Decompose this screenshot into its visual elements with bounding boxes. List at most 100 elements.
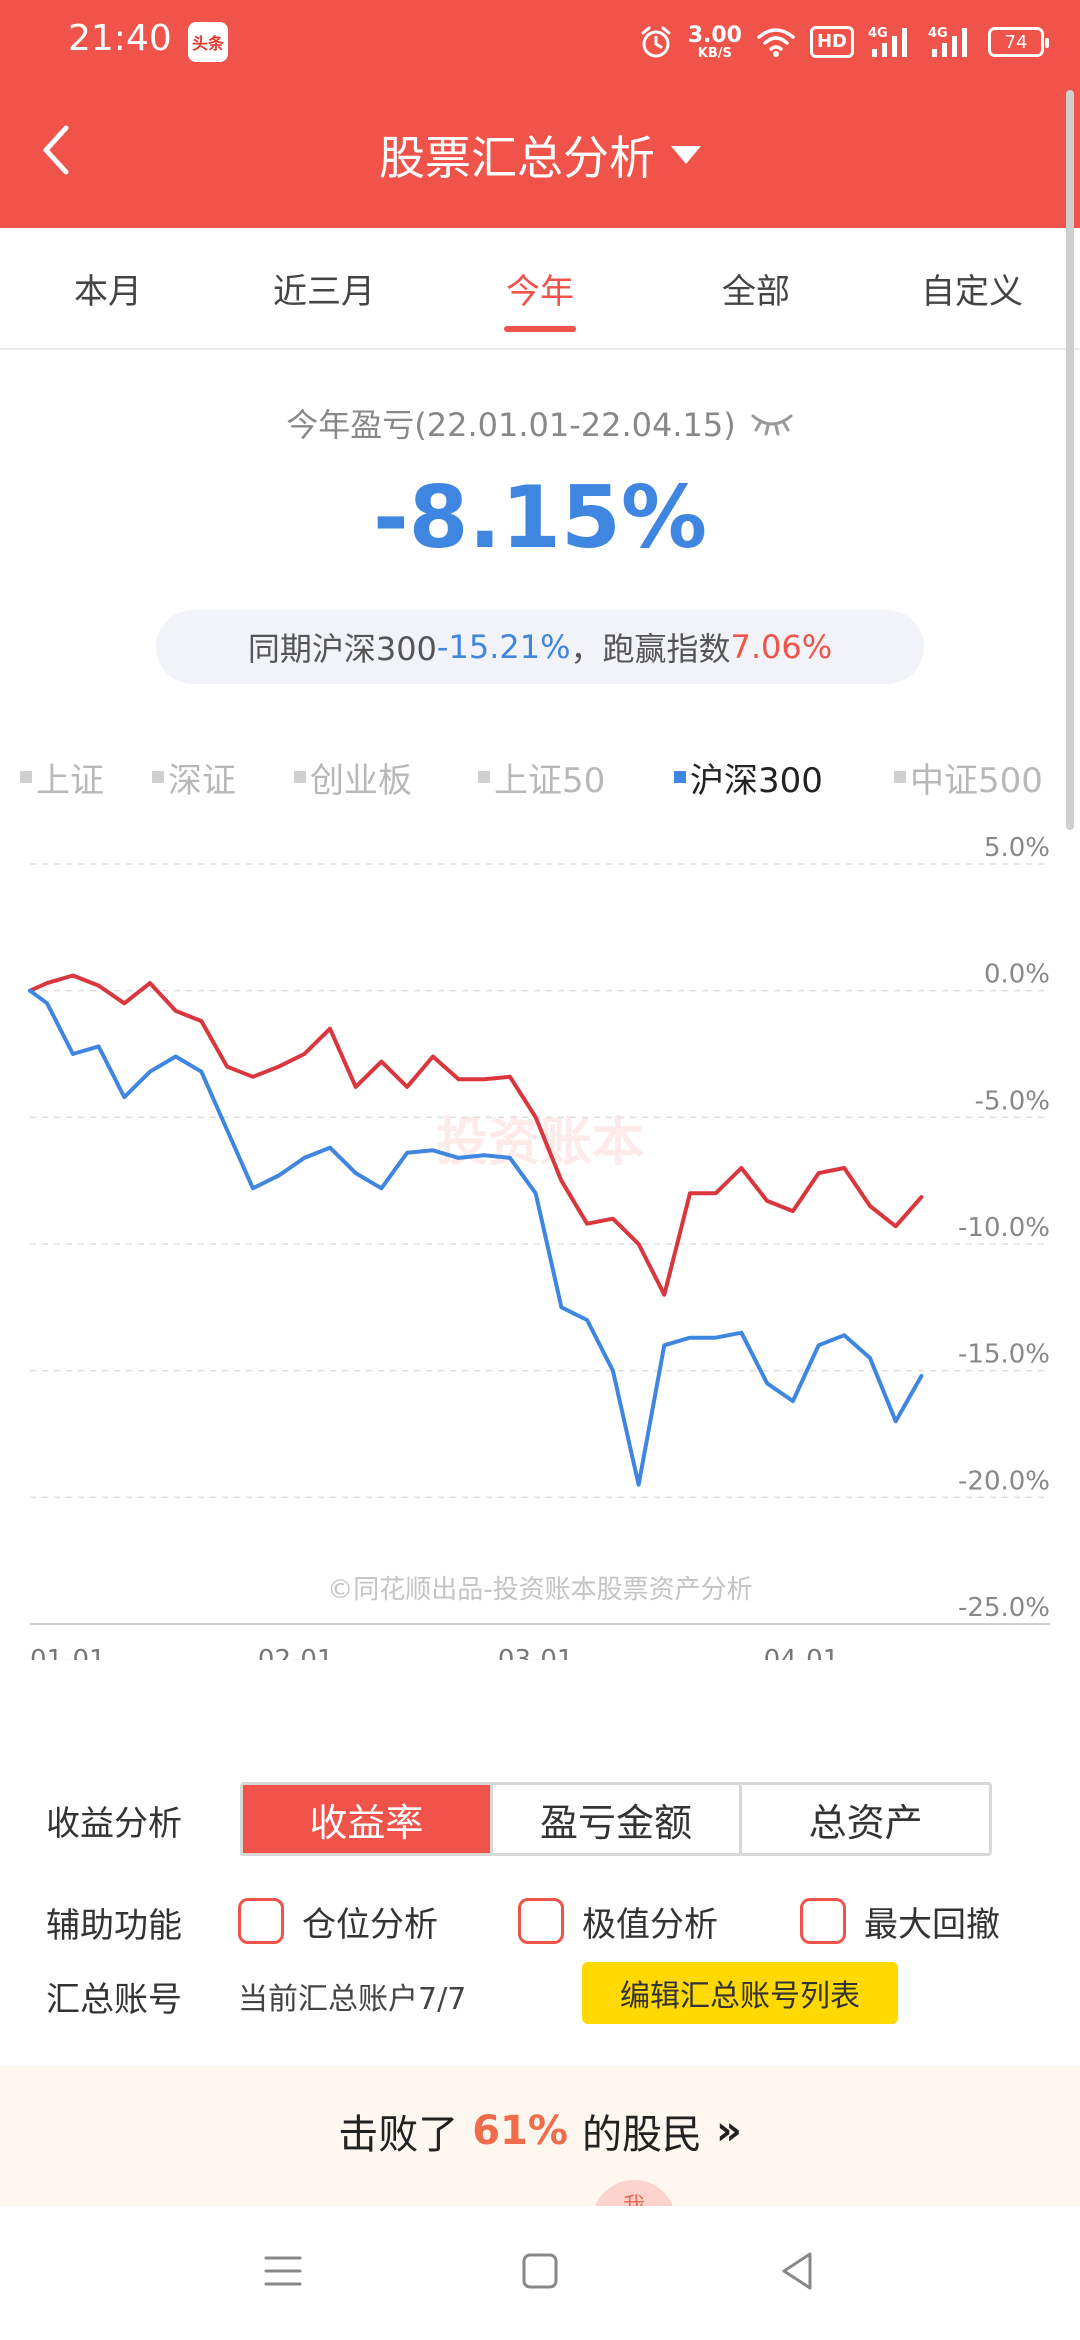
checkbox-label: 极值分析 xyxy=(582,1904,718,1945)
status-time: 21:40 xyxy=(68,18,172,59)
legend-square xyxy=(674,771,686,783)
index-csi500[interactable]: 中证500 xyxy=(894,752,1043,802)
index-label: 上证 xyxy=(36,760,104,801)
tab-this-month[interactable]: 本月 xyxy=(74,271,142,312)
eye-closed-icon[interactable] xyxy=(750,410,794,436)
tab-this-year[interactable]: 今年 xyxy=(432,228,648,348)
net-speed-value: 3.00 xyxy=(687,22,742,48)
back-icon[interactable] xyxy=(772,2246,822,2296)
checkbox-box xyxy=(800,1898,846,1944)
tab-all[interactable]: 全部 xyxy=(722,271,790,312)
index-label: 中证500 xyxy=(910,760,1043,801)
legend-square xyxy=(152,771,164,783)
legend-square xyxy=(478,771,490,783)
ytd-profit-label-row: 今年盈亏(22.01.01-22.04.15) xyxy=(0,400,1080,446)
beat-text: 击败了 61% 的股民 » xyxy=(0,2102,1080,2160)
svg-text:4G: 4G xyxy=(868,26,888,41)
return-chart-svg: 投资账本 5.0% 0.0% -5.0% -10.0% -15.0% -20.0% -25.0… xyxy=(28,833,1050,1660)
y-tick-label: 0.0% xyxy=(984,960,1050,990)
return-analysis-label: 收益分析 xyxy=(46,1804,182,1844)
index-shenzhen[interactable]: 深证 xyxy=(152,752,236,802)
index-sse50[interactable]: 上证50 xyxy=(478,752,605,802)
metric-profit-amount-button[interactable]: 盈亏金额 xyxy=(493,1785,743,1853)
return-chart: 投资账本 5.0% 0.0% -5.0% -10.0% -15.0% -20.0% -25.0… xyxy=(0,830,1080,1660)
net-speed: 3.00 KB/S xyxy=(687,22,742,61)
menu-icon[interactable] xyxy=(258,2246,308,2296)
y-tick-label: -10.0% xyxy=(958,1213,1050,1243)
y-tick-label: -5.0% xyxy=(975,1086,1050,1116)
outperform-value: 7.06% xyxy=(730,628,833,666)
edit-account-list-button[interactable]: 编辑汇总账号列表 xyxy=(582,1962,898,2024)
toutiao-app-icon: 头条 xyxy=(188,22,228,62)
x-tick-label: 03-01 xyxy=(498,1645,574,1660)
beat-percentage: 61% xyxy=(472,2108,568,2154)
benchmark-compare: 同期沪深300 -15.21% ，跑赢指数 7.06% xyxy=(156,610,924,684)
alarm-icon xyxy=(641,26,671,58)
index-label: 上证50 xyxy=(494,760,606,801)
chart-footnote: ©同花顺出品-投资账本股票资产分析 xyxy=(327,1575,752,1605)
y-tick-label: -15.0% xyxy=(958,1340,1050,1370)
index-label: 创业板 xyxy=(310,760,412,801)
back-arrow-icon[interactable] xyxy=(34,120,78,180)
compare-prefix: 同期沪深300 xyxy=(247,630,437,668)
index-selector: 上证 深证 创业板 上证50 沪深300 中证500 xyxy=(20,752,1060,802)
beat-suffix: 的股民 xyxy=(581,2112,702,2158)
double-chevron-right-icon: » xyxy=(715,2108,742,2154)
metric-segmented-control: 收益率 盈亏金额 总资产 xyxy=(240,1782,992,1856)
legend-square xyxy=(894,771,906,783)
compare-mid: ，跑赢指数 xyxy=(570,630,731,668)
hd-badge: HD xyxy=(809,26,854,58)
summary-account-label: 汇总账号 xyxy=(46,1980,182,2020)
battery-icon: 74 xyxy=(988,27,1049,57)
index-csi300[interactable]: 沪深300 xyxy=(674,752,823,802)
current-account-count: 当前汇总账户7/7 xyxy=(238,1982,467,2017)
wifi-icon xyxy=(757,28,795,57)
chevron-down-icon xyxy=(671,146,701,164)
x-tick-label: 01-01 xyxy=(30,1645,106,1660)
net-speed-unit: KB/S xyxy=(697,45,732,61)
metric-total-assets-button[interactable]: 总资产 xyxy=(808,1800,923,1845)
index-shanghai[interactable]: 上证 xyxy=(20,752,104,802)
tab-last-three-months[interactable]: 近三月 xyxy=(273,271,375,312)
signal-icon: 4G xyxy=(868,26,907,57)
legend-square xyxy=(294,771,306,783)
index-chinext[interactable]: 创业板 xyxy=(294,752,412,802)
y-tick-label: -20.0% xyxy=(958,1466,1050,1496)
beat-prefix: 击败了 xyxy=(338,2112,459,2158)
beat-investors-banner[interactable]: 击败了 61% 的股民 » xyxy=(0,2066,1080,2206)
legend-square xyxy=(20,771,32,783)
checkbox-label: 仓位分析 xyxy=(302,1904,438,1945)
checkbox-box xyxy=(238,1898,284,1944)
checkbox-label: 最大回撤 xyxy=(864,1904,1000,1945)
index-label: 深证 xyxy=(168,760,236,801)
signal-icon-2: 4G xyxy=(928,26,967,57)
checkbox-box xyxy=(518,1898,564,1944)
position-analysis-checkbox[interactable]: 仓位分析 xyxy=(238,1896,438,1946)
benchmark-return-line xyxy=(28,988,924,1487)
index-label: 沪深300 xyxy=(690,760,823,801)
system-nav-bar xyxy=(0,2206,1080,2340)
status-bar: 21:40 头条 3.00 KB/S HD xyxy=(0,0,1080,84)
svg-text:4G: 4G xyxy=(928,26,948,41)
home-icon[interactable] xyxy=(515,2246,565,2296)
period-tabs: 本月 近三月 今年 全部 自定义 xyxy=(0,228,1080,350)
x-tick-label: 04-01 xyxy=(764,1645,840,1660)
benchmark-return: -15.21% xyxy=(436,628,571,666)
y-tick-label: -25.0% xyxy=(958,1593,1050,1623)
extreme-analysis-checkbox[interactable]: 极值分析 xyxy=(518,1896,718,1946)
scrollbar[interactable] xyxy=(1066,90,1074,830)
x-tick-label: 02-01 xyxy=(258,1645,334,1660)
aux-function-label: 辅助功能 xyxy=(46,1906,182,1946)
y-tick-label: 5.0% xyxy=(984,833,1050,863)
chart-watermark: 投资账本 xyxy=(436,1113,644,1173)
title-dropdown[interactable]: 股票汇总分析 xyxy=(0,120,1080,190)
metric-return-rate-button[interactable]: 收益率 xyxy=(243,1785,493,1853)
tab-custom[interactable]: 自定义 xyxy=(921,271,1023,312)
status-icons: 3.00 KB/S HD 4G 4G xyxy=(638,18,1049,66)
page-title: 股票汇总分析 xyxy=(379,131,655,185)
ytd-profit-label: 今年盈亏(22.01.01-22.04.15) xyxy=(286,406,736,444)
app-header: 21:40 头条 3.00 KB/S HD xyxy=(0,0,1080,228)
ytd-profit-value: -8.15% xyxy=(372,468,708,568)
max-drawdown-checkbox[interactable]: 最大回撤 xyxy=(800,1896,1000,1946)
